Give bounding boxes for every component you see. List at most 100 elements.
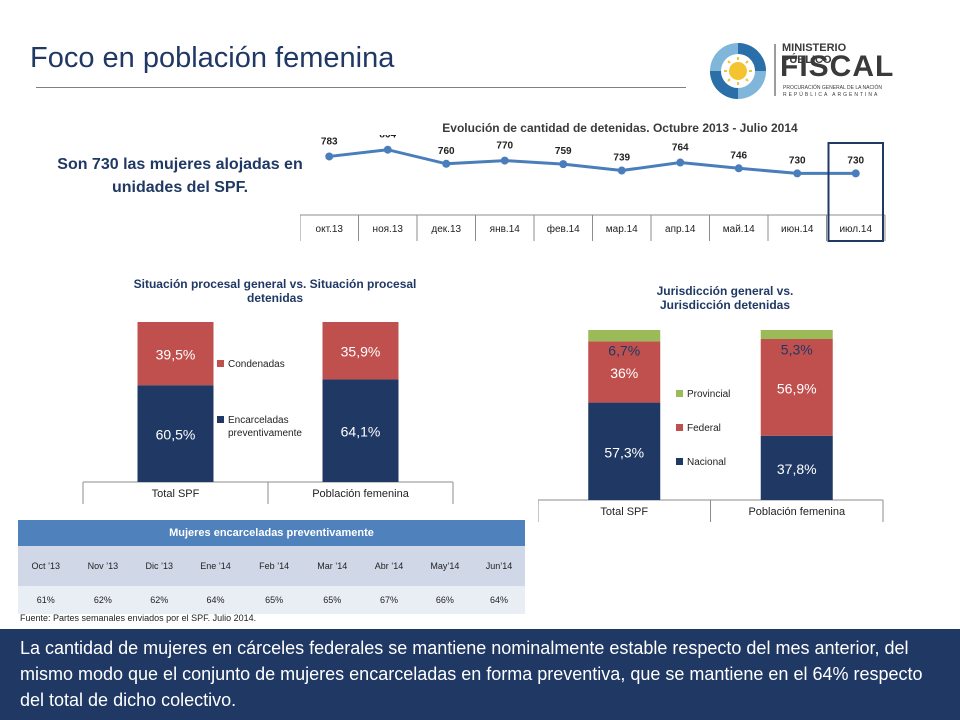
table-header-row: Oct ’13 Nov ’13 Dic ’13 Ene ’14 Feb ’14 Mar ’… <box>18 546 525 586</box>
data-point <box>325 152 334 161</box>
data-point <box>793 169 802 178</box>
bar-segment <box>322 322 399 380</box>
bar-label: 57,3% <box>604 444 644 460</box>
table-header-cell: Oct ’13 <box>18 546 74 586</box>
x-tick-label: дек.13 <box>431 224 461 235</box>
legend-label: Provincial <box>687 389 730 400</box>
x-tick-label: мар.14 <box>606 224 638 235</box>
callout-text: Son 730 las mujeres alojadas en unidades… <box>57 156 303 196</box>
table-title: Mujeres encarceladas preventivamente <box>18 520 525 546</box>
jurisdiccion-chart: 57,3% 36% 6,7% Total SPF 37,8% 56,9% 5,3% Pobla… <box>538 330 884 522</box>
bar-label: 60,5% <box>156 427 196 443</box>
x-tick-label: июн.14 <box>781 224 814 235</box>
data-point <box>500 156 509 165</box>
legend-label: Condenadas <box>228 359 285 370</box>
bar-segment <box>760 435 833 500</box>
situacion-chart-title: Situación procesal general vs. Situación… <box>133 277 417 305</box>
footer-banner <box>0 629 960 720</box>
highlight-box <box>827 142 884 242</box>
legend-swatch <box>676 390 683 397</box>
data-point <box>559 160 568 169</box>
table-cell: 64% <box>473 586 525 614</box>
data-label: 730 <box>847 155 864 166</box>
data-label: 759 <box>555 146 572 157</box>
table-cell: 67% <box>361 586 417 614</box>
data-point <box>676 158 685 167</box>
x-tick-label: Total SPF <box>152 488 200 500</box>
table-value-row: 61% 62% 62% 64% 65% 65% 67% 66% 64% <box>18 586 525 614</box>
logo-line2: FISCAL <box>780 50 895 83</box>
data-point <box>734 164 743 173</box>
legend-label: Nacional <box>687 457 726 468</box>
table-header-cell: Dic ’13 <box>132 546 186 586</box>
table-cell: 65% <box>245 586 304 614</box>
sun-emblem-icon <box>710 43 776 99</box>
bar-segment <box>322 379 399 482</box>
source-note: Fuente: Partes semanales enviados por el… <box>20 613 257 623</box>
x-tick-label: июл.14 <box>839 224 872 235</box>
data-point <box>851 169 860 178</box>
table-header-cell: May’14 <box>416 546 474 586</box>
jurisdiccion-chart-title: Jurisdicción general vs. Jurisdicción de… <box>656 284 794 312</box>
bar-segment <box>588 402 661 500</box>
x-tick-label: фев.14 <box>547 223 580 235</box>
legend-swatch <box>217 416 224 423</box>
data-point <box>617 166 626 175</box>
x-tick-label: янв.14 <box>490 224 521 235</box>
bar-segment <box>760 330 833 340</box>
legend-swatch <box>217 360 224 367</box>
logo-line4: REPÚBLICA ARGENTINA <box>783 92 880 98</box>
situacion-procesal-chart: 60,5% 39,5% Total SPF 64,1% 35,9% Población f… <box>82 322 454 504</box>
bar-label: 64,1% <box>341 424 381 440</box>
x-tick-label: апр.14 <box>665 224 696 235</box>
bar-label: 6,7% <box>608 343 640 359</box>
x-tick-label: Población femenina <box>748 506 846 518</box>
table-header-cell: Jun’14 <box>473 546 525 586</box>
ministerio-logo: MINISTERIO PÚBLICO FISCAL PROCURACIÓN GE… <box>705 38 895 100</box>
data-label: 804 <box>379 135 396 141</box>
bar-label: 5,3% <box>781 342 813 358</box>
bar-segment <box>588 341 661 403</box>
legend-label: Federal <box>687 423 721 434</box>
table-header-cell: Mar ’14 <box>303 546 362 586</box>
x-tick-label: Población femenina <box>312 488 410 500</box>
table-cell: 66% <box>416 586 474 614</box>
legend-label: Encarceladas preventivamente <box>228 415 302 439</box>
data-label: 770 <box>496 141 513 152</box>
bar-segment <box>137 385 214 482</box>
table-header-cell: Feb ’14 <box>245 546 304 586</box>
bar-label: 37,8% <box>777 461 817 477</box>
data-label: 746 <box>730 150 747 161</box>
table-cell: 61% <box>18 586 74 614</box>
data-label: 764 <box>672 143 689 154</box>
line-chart: 783 804 760 770 759 739 764 746 730 730 окт.13 ноя.… <box>300 135 886 242</box>
table-header-cell: Ene ’14 <box>186 546 246 586</box>
data-label: 739 <box>613 153 630 164</box>
bar-segment <box>760 339 833 436</box>
x-tick-label: Total SPF <box>600 506 648 518</box>
table-cell: 62% <box>73 586 133 614</box>
x-tick-label: окт.13 <box>316 224 344 235</box>
legend-swatch <box>676 458 683 465</box>
legend-swatch <box>676 424 683 431</box>
bar-segment <box>588 330 661 342</box>
bar-label: 56,9% <box>777 380 817 396</box>
page-title: Foco en población femenina <box>30 42 395 74</box>
logo-line1: MINISTERIO PÚBLICO <box>782 42 847 66</box>
table-cell: 62% <box>132 586 186 614</box>
data-label: 760 <box>438 146 455 157</box>
data-point <box>442 159 451 168</box>
bar-label: 36% <box>610 365 638 381</box>
data-point <box>383 145 392 154</box>
table-header-cell: Abr ’14 <box>361 546 417 586</box>
logo-line3: PROCURACIÓN GENERAL DE LA NACIÓN <box>783 85 883 91</box>
bar-label: 35,9% <box>341 344 381 360</box>
bar-segment <box>137 322 214 386</box>
data-label: 783 <box>321 136 338 147</box>
x-tick-label: май.14 <box>723 224 755 235</box>
title-divider <box>36 87 686 88</box>
data-label: 730 <box>789 155 806 166</box>
table-header-cell: Nov ’13 <box>73 546 133 586</box>
table-cell: 64% <box>186 586 246 614</box>
bar-label: 39,5% <box>156 347 196 363</box>
